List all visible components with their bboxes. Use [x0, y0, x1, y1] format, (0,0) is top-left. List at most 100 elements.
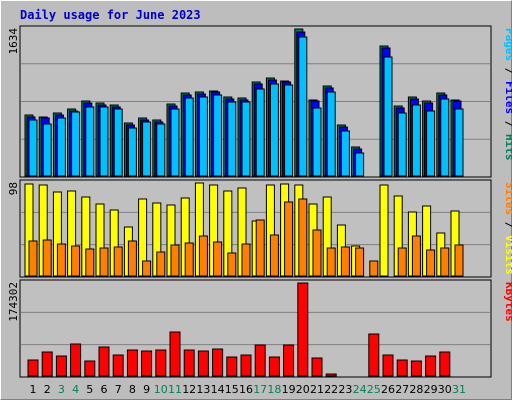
bar-sites	[28, 240, 38, 277]
bar-sites	[170, 244, 180, 277]
x-tick-label: 26	[381, 383, 395, 396]
legend-label: Sites	[503, 182, 512, 215]
bar-pages	[127, 127, 137, 177]
x-tick-label: 30	[438, 383, 452, 396]
bar-pages	[284, 84, 294, 177]
bar-sites	[255, 219, 265, 277]
bar-pages	[227, 101, 237, 177]
bar-sites	[454, 244, 464, 277]
bar-sites	[397, 247, 407, 277]
bar-kbytes	[70, 343, 82, 377]
bar-pages	[170, 108, 180, 177]
bar-pages	[85, 106, 95, 177]
bar-pages	[213, 94, 223, 177]
bar-pages	[113, 108, 123, 177]
x-tick-label: 3	[58, 383, 65, 396]
bar-pages	[440, 98, 450, 177]
bar-pages	[28, 119, 38, 177]
bar-sites	[56, 243, 66, 277]
bar-pages	[312, 107, 322, 177]
bar-sites	[355, 247, 365, 277]
bar-pages	[99, 106, 109, 177]
bar-pages	[255, 88, 265, 177]
bar-sites	[213, 241, 223, 277]
bar-sites	[269, 234, 279, 277]
bar-kbytes	[84, 360, 96, 377]
bar-sites	[42, 239, 52, 277]
bar-kbytes	[396, 359, 408, 377]
bar-kbytes	[311, 357, 323, 377]
bar-kbytes	[183, 349, 195, 377]
y-max-label-visits-sites: 98	[7, 182, 20, 195]
bar-sites	[241, 243, 251, 277]
bar-sites	[340, 246, 350, 277]
x-tick-label: 14	[211, 383, 225, 396]
bar-sites	[184, 242, 194, 277]
x-tick-label: 28	[409, 383, 423, 396]
legend-hits-files-pages: Pages / Files / Hits	[503, 28, 512, 161]
bar-sites	[99, 247, 109, 277]
bar-kbytes	[141, 350, 153, 377]
bar-kbytes	[254, 344, 266, 377]
bar-pages	[71, 111, 81, 177]
bar-kbytes	[55, 355, 67, 377]
bar-pages	[198, 96, 208, 177]
x-tick-label: 19	[282, 383, 296, 396]
bar-pages	[454, 108, 464, 177]
x-tick-label: 31	[452, 383, 466, 396]
legend-label: /	[503, 215, 512, 235]
x-tick-label: 21	[310, 383, 324, 396]
bar-pages	[326, 91, 336, 177]
bar-sites	[71, 245, 81, 277]
bar-pages	[156, 123, 166, 177]
bar-pages	[397, 112, 407, 177]
x-tick-label: 15	[225, 383, 239, 396]
y-max-label-kbytes: 174302	[7, 282, 20, 322]
legend-label: /	[503, 114, 512, 134]
bar-kbytes	[297, 282, 309, 377]
bar-kbytes	[197, 350, 209, 377]
bar-sites	[298, 198, 308, 277]
bar-pages	[298, 36, 308, 177]
bar-kbytes	[126, 349, 138, 377]
x-tick-label: 29	[424, 383, 438, 396]
bar-sites	[156, 251, 166, 277]
legend-label: Pages	[503, 28, 512, 61]
x-tick-label: 20	[296, 383, 310, 396]
y-max-label-hits-files-pages: 1634	[7, 28, 20, 55]
bar-sites	[85, 248, 95, 277]
bar-visits	[379, 184, 389, 277]
x-tick-label: 18	[267, 383, 281, 396]
legend-visits-sites: Sites / Visits	[503, 182, 512, 275]
bar-kbytes	[212, 348, 224, 377]
x-tick-label: 7	[115, 383, 122, 396]
x-tick-label: 22	[324, 383, 338, 396]
x-tick-label: 27	[395, 383, 409, 396]
bar-sites	[440, 247, 450, 277]
x-tick-label: 6	[101, 383, 108, 396]
x-tick-label: 24	[353, 383, 367, 396]
x-tick-label: 2	[44, 383, 51, 396]
legend-label: /	[503, 61, 512, 81]
bar-kbytes	[169, 331, 181, 377]
bar-kbytes	[382, 354, 394, 377]
x-tick-label: 11	[168, 383, 182, 396]
bar-pages	[56, 117, 66, 177]
bar-kbytes	[27, 359, 39, 377]
x-tick-label: 12	[182, 383, 196, 396]
bar-pages	[383, 56, 393, 177]
bar-kbytes	[155, 349, 167, 377]
bar-kbytes	[112, 354, 124, 377]
bar-kbytes	[226, 356, 238, 377]
legend-label: Hits	[503, 134, 512, 161]
bar-pages	[269, 83, 279, 177]
x-tick-label: 4	[72, 383, 79, 396]
x-tick-label: 17	[253, 383, 267, 396]
x-tick-label: 1	[30, 383, 37, 396]
x-tick-label: 13	[196, 383, 210, 396]
legend-label: Files	[503, 81, 512, 114]
bar-pages	[355, 152, 365, 177]
bar-sites	[284, 201, 294, 277]
bar-sites	[312, 229, 322, 277]
